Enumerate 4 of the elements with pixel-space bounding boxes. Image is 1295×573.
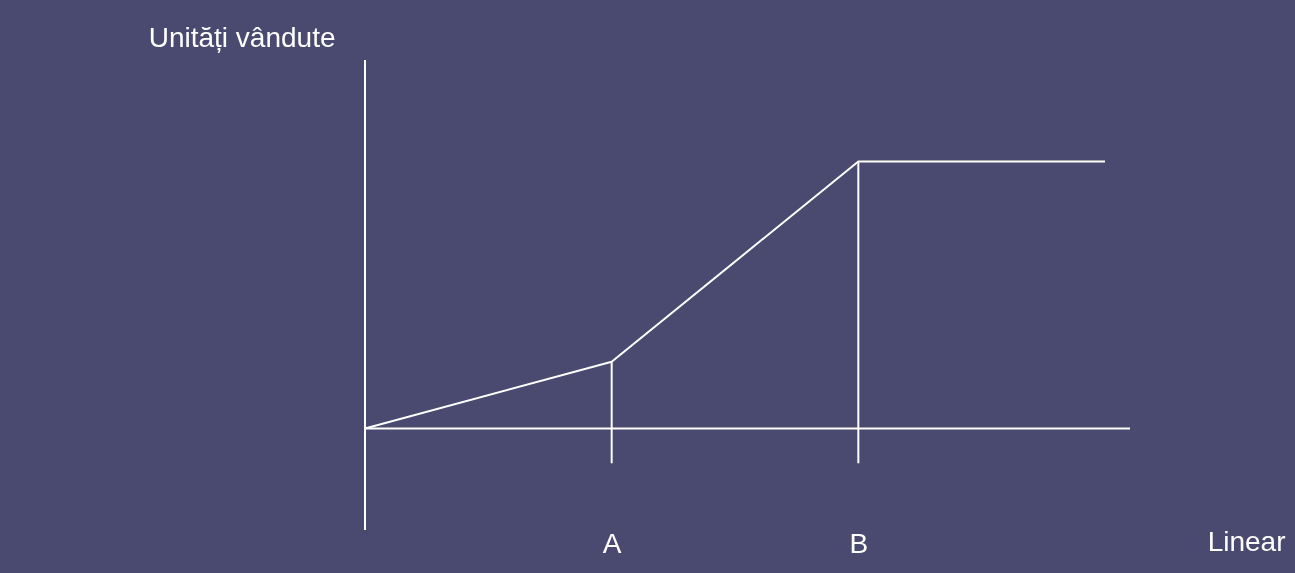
x-axis-title: Linear xyxy=(1207,525,1286,557)
x-tick-label: B xyxy=(849,527,869,559)
x-tick-label: A xyxy=(602,527,622,559)
y-axis-title: Unități vândute xyxy=(148,21,336,53)
